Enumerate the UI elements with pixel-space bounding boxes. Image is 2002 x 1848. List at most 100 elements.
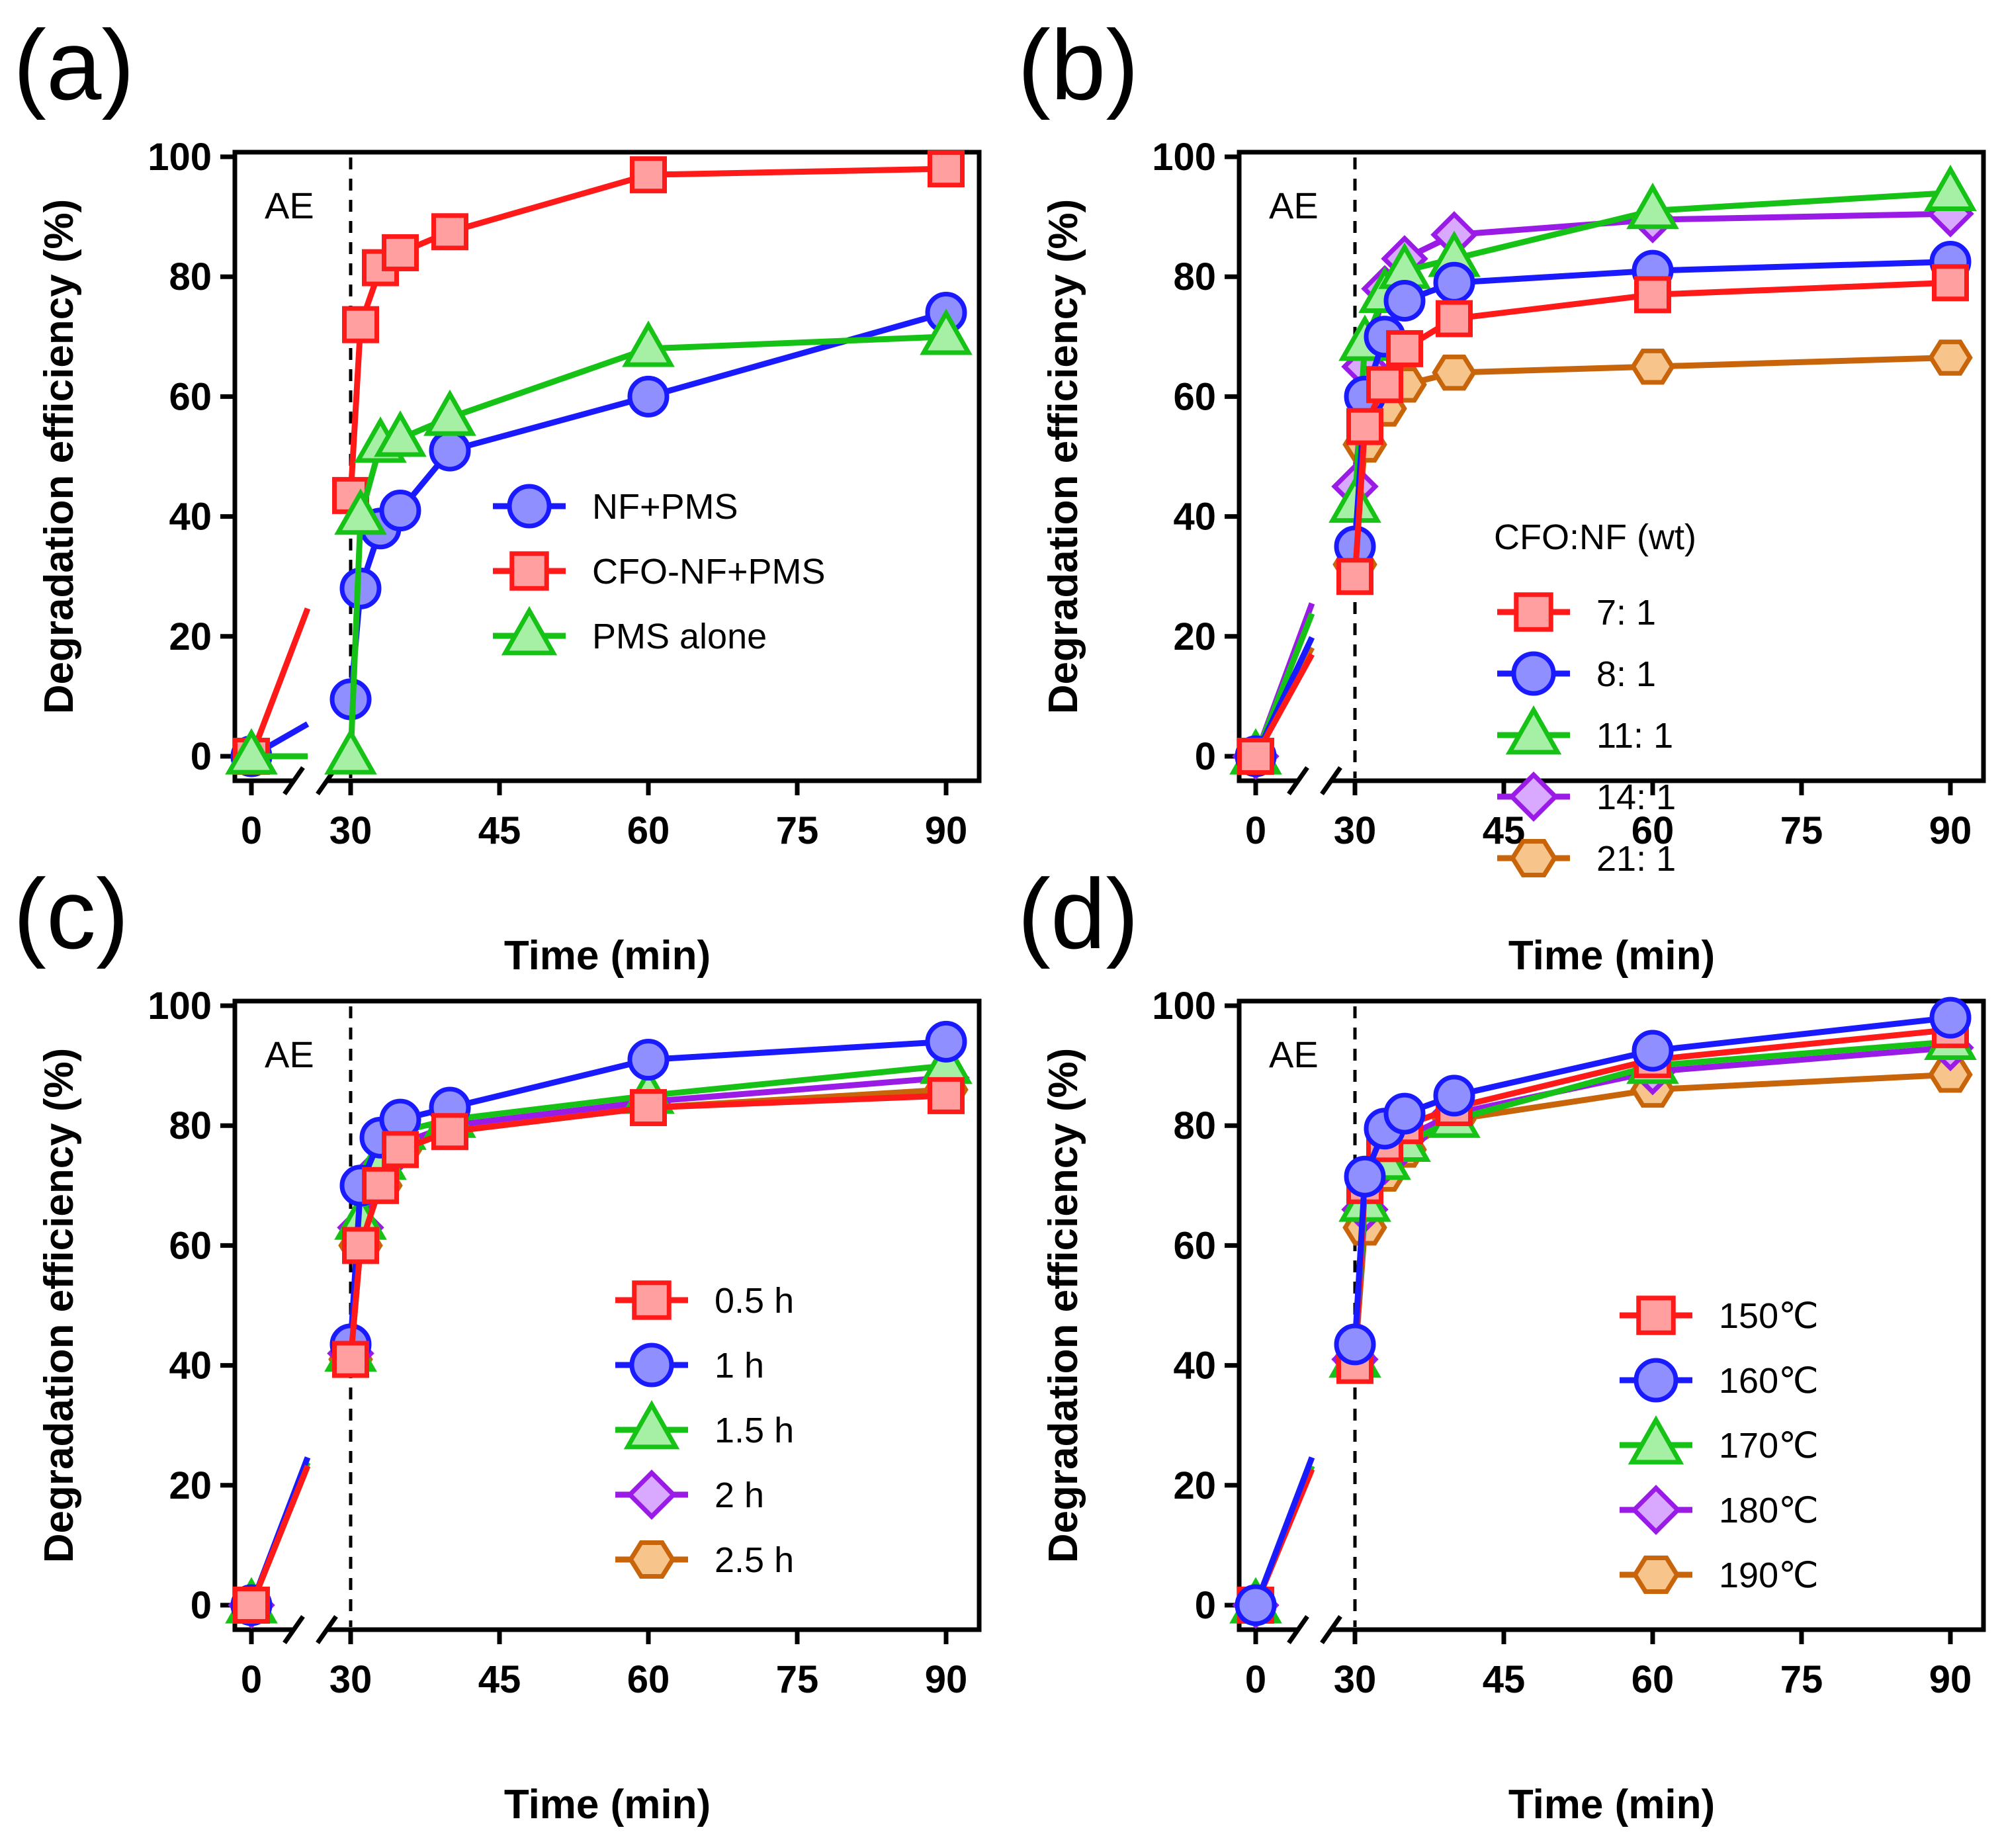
- x-tick-label: 60: [627, 809, 670, 852]
- plot-frame: [232, 150, 982, 783]
- y-axis-title: Degradation efficiency (%): [1041, 199, 1086, 715]
- data-point: [382, 234, 419, 271]
- axis-break-gap: [294, 774, 327, 787]
- data-point: [920, 308, 973, 355]
- legend-item-8-1: 8: 1: [1497, 651, 1656, 696]
- legend-item-190: 190℃: [1620, 1556, 1819, 1595]
- legend-marker: [1508, 771, 1559, 822]
- data-point: [342, 1227, 379, 1264]
- data-point: [1235, 1584, 1277, 1626]
- x-axis-title: Time (min): [504, 933, 711, 979]
- series-line-pre-break: [248, 1464, 311, 1606]
- data-point: [1386, 330, 1423, 367]
- axis-break-gap: [294, 1623, 327, 1636]
- x-tick-label: 45: [478, 1658, 521, 1701]
- legend-label: CFO-NF+PMS: [592, 552, 826, 592]
- data-point: [431, 1113, 468, 1151]
- x-axis-title: Time (min): [1508, 1782, 1715, 1827]
- x-tick-label: 30: [1334, 809, 1377, 852]
- data-point: [928, 150, 965, 188]
- data-point: [622, 320, 675, 367]
- ae-label: AE: [1269, 185, 1319, 226]
- x-tick-label: 30: [329, 809, 372, 852]
- data-point: [1436, 300, 1473, 337]
- legend-label: 0.5 h: [715, 1281, 794, 1321]
- axis-break-mark: [1287, 766, 1309, 796]
- legend: 0.5 h 1 h 1.5 h 2 h 2.5 h: [615, 1280, 794, 1580]
- data-point: [1334, 1323, 1376, 1366]
- legend-marker: [1628, 1415, 1684, 1465]
- data-point: [1344, 1155, 1386, 1198]
- legend-item-180: 180℃: [1620, 1485, 1819, 1535]
- y-tick-label: 40: [169, 496, 212, 539]
- legend: 150℃ 160℃ 170℃ 180℃ 190℃: [1620, 1296, 1819, 1595]
- x-tick-label: 30: [1334, 1658, 1377, 1701]
- y-tick-label: 100: [148, 136, 212, 179]
- x-tick-label: 30: [329, 1658, 372, 1701]
- data-point: [423, 389, 476, 436]
- data-point: [225, 728, 278, 775]
- y-tick-label: 20: [169, 615, 212, 658]
- legend-label: 190℃: [1719, 1556, 1819, 1595]
- plot-frame: [1237, 998, 1986, 1632]
- data-point: [1928, 339, 1973, 376]
- data-point: [429, 429, 471, 472]
- data-point: [324, 728, 377, 775]
- data-point: [1932, 264, 1969, 302]
- axis-break-mark: [316, 1614, 338, 1645]
- data-point: [1366, 366, 1403, 404]
- legend-marker: [1636, 1296, 1676, 1335]
- legend-marker: [1511, 651, 1556, 696]
- y-axis-title: Degradation efficiency (%): [36, 199, 82, 715]
- series-0-5-h: [233, 1077, 965, 1624]
- x-tick-label: 60: [1632, 809, 1675, 852]
- ae-label: AE: [1269, 1034, 1319, 1075]
- series-pms-alone: [225, 308, 973, 775]
- data-point: [1383, 1092, 1426, 1135]
- x-tick-label: 45: [478, 809, 521, 852]
- x-tick-label: 75: [1780, 1658, 1823, 1701]
- legend-marker: [629, 1342, 674, 1387]
- x-tick-label: 0: [241, 1658, 262, 1701]
- series-7-1: [1237, 264, 1969, 775]
- panel-letter: (c): [13, 858, 129, 969]
- data-point: [1336, 558, 1373, 595]
- legend-item-2-5-h: 2.5 h: [615, 1540, 794, 1580]
- legend-item-11-1: 11: 1: [1497, 705, 1673, 756]
- ae-label: AE: [265, 1034, 314, 1075]
- data-point: [332, 1341, 369, 1378]
- x-axis-title: Time (min): [1508, 933, 1715, 979]
- y-tick-label: 40: [1173, 1344, 1216, 1387]
- ae-label: AE: [265, 185, 314, 226]
- y-tick-label: 60: [169, 1224, 212, 1267]
- data-point: [1346, 408, 1383, 445]
- panel-letter: (b): [1018, 9, 1139, 120]
- data-point: [362, 1166, 399, 1204]
- x-tick-label: 90: [925, 1658, 968, 1701]
- chart-panel-1: (a) Degradation efficiency (%) Time (min) 0…: [13, 9, 982, 979]
- legend-item-160: 160℃: [1620, 1358, 1819, 1403]
- data-point: [630, 1089, 667, 1127]
- legend-label: 7: 1: [1596, 593, 1656, 633]
- legend-marker: [509, 551, 549, 591]
- legend-item-1-h: 1 h: [615, 1342, 764, 1387]
- legend-marker: [1632, 1556, 1680, 1594]
- panel-letter: (a): [13, 9, 134, 120]
- x-tick-label: 60: [627, 1658, 670, 1701]
- legend-label: 170℃: [1719, 1426, 1819, 1466]
- axis-break-mark: [283, 766, 305, 796]
- legend-label: 150℃: [1719, 1296, 1819, 1336]
- data-point: [1433, 261, 1475, 304]
- data-point: [1432, 354, 1477, 391]
- data-point: [925, 1020, 967, 1063]
- legend-marker: [1505, 705, 1562, 755]
- y-tick-label: 80: [1173, 1104, 1216, 1147]
- data-point: [627, 1039, 670, 1081]
- legend-item-1-5-h: 1.5 h: [615, 1399, 794, 1450]
- legend-marker: [1633, 1358, 1678, 1403]
- x-tick-label: 75: [776, 809, 819, 852]
- legend-marker: [627, 1470, 677, 1520]
- y-tick-label: 100: [148, 985, 212, 1028]
- legend: CFO:NF (wt) 7: 1 8: 1 11: 1 14: 1 21: 1: [1494, 517, 1696, 879]
- legend-item-2-h: 2 h: [615, 1470, 764, 1520]
